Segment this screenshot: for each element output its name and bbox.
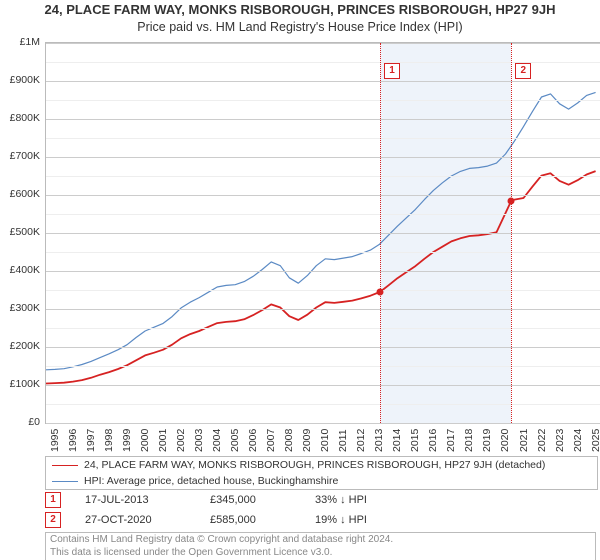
y-axis-label: £1M bbox=[0, 36, 40, 48]
x-axis-label: 2015 bbox=[409, 429, 421, 452]
y-axis-label: £600K bbox=[0, 188, 40, 200]
transaction-vs-hpi-1: 33% ↓ HPI bbox=[315, 494, 465, 506]
y-axis-label: £200K bbox=[0, 340, 40, 352]
legend-swatch-price-paid bbox=[52, 465, 78, 466]
x-axis-label: 2017 bbox=[445, 429, 457, 452]
x-axis-label: 2009 bbox=[301, 429, 313, 452]
footer-attribution: Contains HM Land Registry data © Crown c… bbox=[45, 532, 596, 560]
x-axis-label: 2006 bbox=[247, 429, 259, 452]
gridline-major bbox=[46, 309, 600, 310]
gridline-minor bbox=[46, 100, 600, 101]
gridline-minor bbox=[46, 214, 600, 215]
transactions-table: 1 17-JUL-2013 £345,000 33% ↓ HPI 2 27-OC… bbox=[45, 490, 600, 530]
y-axis-label: £900K bbox=[0, 74, 40, 86]
marker-dot-2 bbox=[508, 197, 515, 204]
legend-label-price-paid: 24, PLACE FARM WAY, MONKS RISBOROUGH, PR… bbox=[84, 459, 545, 471]
x-axis-label: 2004 bbox=[211, 429, 223, 452]
marker-dot-1 bbox=[377, 288, 384, 295]
gridline-minor bbox=[46, 328, 600, 329]
y-axis-label: £0 bbox=[0, 416, 40, 428]
legend-box: 24, PLACE FARM WAY, MONKS RISBOROUGH, PR… bbox=[45, 456, 598, 490]
x-axis-label: 1998 bbox=[103, 429, 115, 452]
chart-title-line1: 24, PLACE FARM WAY, MONKS RISBOROUGH, PR… bbox=[0, 2, 600, 17]
gridline-minor bbox=[46, 138, 600, 139]
footer-line1: Contains HM Land Registry data © Crown c… bbox=[50, 534, 591, 547]
y-axis-label: £800K bbox=[0, 112, 40, 124]
marker-ref-line bbox=[511, 43, 512, 423]
x-axis-label: 2020 bbox=[499, 429, 511, 452]
legend-row-hpi: HPI: Average price, detached house, Buck… bbox=[46, 473, 597, 489]
transaction-row-2: 2 27-OCT-2020 £585,000 19% ↓ HPI bbox=[45, 510, 600, 530]
y-axis-label: £300K bbox=[0, 302, 40, 314]
x-axis-label: 2014 bbox=[391, 429, 403, 452]
x-axis-label: 2005 bbox=[229, 429, 241, 452]
x-axis-label: 2023 bbox=[554, 429, 566, 452]
transaction-price-1: £345,000 bbox=[210, 494, 315, 506]
x-axis-label: 2001 bbox=[157, 429, 169, 452]
gridline-minor bbox=[46, 404, 600, 405]
x-axis-label: 2018 bbox=[463, 429, 475, 452]
gridline-major bbox=[46, 81, 600, 82]
x-axis-label: 2002 bbox=[175, 429, 187, 452]
y-axis-label: £700K bbox=[0, 150, 40, 162]
x-axis-label: 2000 bbox=[139, 429, 151, 452]
transaction-marker-2: 2 bbox=[45, 512, 61, 528]
x-axis-label: 1997 bbox=[85, 429, 97, 452]
x-axis-label: 1995 bbox=[49, 429, 61, 452]
gridline-major bbox=[46, 43, 600, 44]
x-axis-label: 2007 bbox=[265, 429, 277, 452]
gridline-major bbox=[46, 423, 600, 424]
x-axis-label: 2011 bbox=[337, 429, 349, 452]
transaction-vs-hpi-2: 19% ↓ HPI bbox=[315, 514, 465, 526]
gridline-major bbox=[46, 271, 600, 272]
chart-plot-area: 12 bbox=[45, 42, 600, 424]
legend-label-hpi: HPI: Average price, detached house, Buck… bbox=[84, 475, 338, 487]
marker-badge-1: 1 bbox=[384, 63, 400, 79]
gridline-minor bbox=[46, 176, 600, 177]
y-axis-label: £400K bbox=[0, 264, 40, 276]
transaction-date-2: 27-OCT-2020 bbox=[85, 514, 210, 526]
gridline-major bbox=[46, 233, 600, 234]
transaction-price-2: £585,000 bbox=[210, 514, 315, 526]
x-axis-label: 2024 bbox=[572, 429, 584, 452]
x-axis-label: 1996 bbox=[67, 429, 79, 452]
gridline-minor bbox=[46, 252, 600, 253]
transaction-row-1: 1 17-JUL-2013 £345,000 33% ↓ HPI bbox=[45, 490, 600, 510]
x-axis-label: 2010 bbox=[319, 429, 331, 452]
y-axis-label: £100K bbox=[0, 378, 40, 390]
x-axis-label: 2013 bbox=[373, 429, 385, 452]
transaction-date-1: 17-JUL-2013 bbox=[85, 494, 210, 506]
x-axis-label: 2025 bbox=[590, 429, 600, 452]
x-axis-label: 2003 bbox=[193, 429, 205, 452]
legend-row-price-paid: 24, PLACE FARM WAY, MONKS RISBOROUGH, PR… bbox=[46, 457, 597, 473]
chart-title-line2: Price paid vs. HM Land Registry's House … bbox=[0, 20, 600, 34]
marker-ref-line bbox=[380, 43, 381, 423]
gridline-major bbox=[46, 385, 600, 386]
x-axis-label: 2012 bbox=[355, 429, 367, 452]
x-axis-label: 2021 bbox=[518, 429, 530, 452]
x-axis-label: 1999 bbox=[121, 429, 133, 452]
x-axis-label: 2016 bbox=[427, 429, 439, 452]
gridline-minor bbox=[46, 366, 600, 367]
marker-badge-2: 2 bbox=[515, 63, 531, 79]
gridline-major bbox=[46, 157, 600, 158]
x-axis-label: 2008 bbox=[283, 429, 295, 452]
legend-swatch-hpi bbox=[52, 481, 78, 482]
x-axis-label: 2019 bbox=[481, 429, 493, 452]
gridline-major bbox=[46, 347, 600, 348]
transaction-marker-1: 1 bbox=[45, 492, 61, 508]
y-axis-label: £500K bbox=[0, 226, 40, 238]
gridline-minor bbox=[46, 290, 600, 291]
footer-line2: This data is licensed under the Open Gov… bbox=[50, 547, 591, 560]
gridline-major bbox=[46, 195, 600, 196]
gridline-major bbox=[46, 119, 600, 120]
x-axis-label: 2022 bbox=[536, 429, 548, 452]
